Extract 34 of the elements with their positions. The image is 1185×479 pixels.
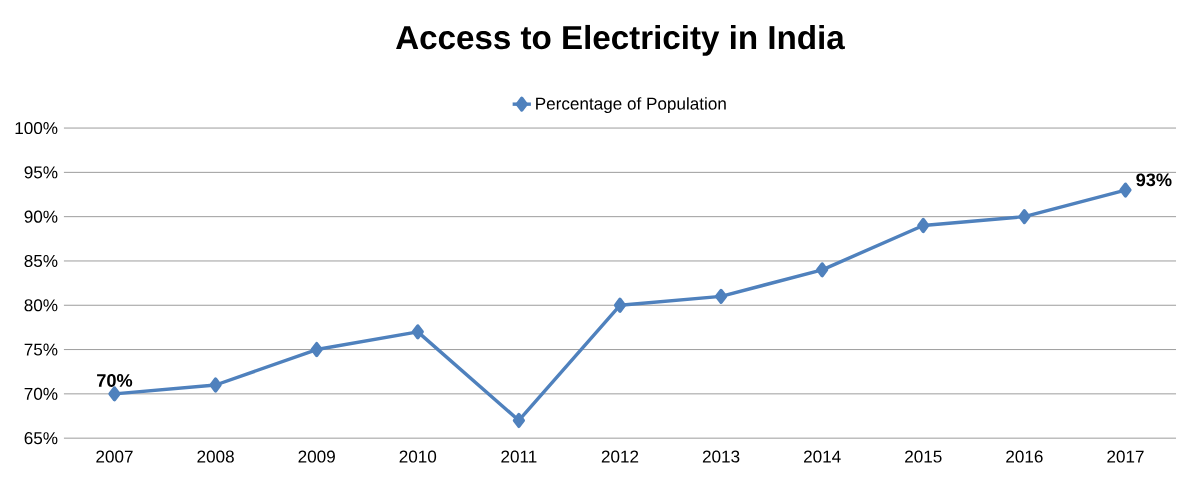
- y-tick-label: 70%: [24, 387, 58, 400]
- x-tick-label: 2014: [804, 450, 841, 463]
- point: [714, 288, 728, 304]
- x-tick-label: 2017: [1107, 450, 1144, 463]
- y-tick-label: 65%: [24, 432, 58, 445]
- y-tick-label: 90%: [24, 210, 58, 223]
- point: [1119, 182, 1132, 198]
- x-tick-label: 2012: [601, 450, 639, 463]
- point: [1018, 209, 1031, 225]
- x-tick-label: 2015: [905, 450, 942, 463]
- point: [209, 377, 222, 393]
- x-tick-label: 2008: [197, 450, 234, 463]
- point: [411, 324, 424, 340]
- y-tick-label: 95%: [24, 166, 58, 179]
- y-tick-label: 100%: [15, 122, 58, 135]
- x-tick-label: 2016: [1006, 450, 1043, 463]
- y-tick-label: 85%: [24, 254, 58, 268]
- x-tick-label: 2011: [501, 450, 537, 463]
- y-tick-label: 80%: [24, 299, 58, 312]
- legend-label: Percentage of Population: [536, 97, 726, 114]
- data-label: 70%: [97, 374, 133, 387]
- x-tick-label: 2007: [96, 450, 133, 463]
- point: [816, 262, 829, 278]
- point: [917, 217, 930, 234]
- data-label: 93%: [1136, 173, 1172, 187]
- point: [310, 341, 323, 358]
- x-tick-label: 2009: [298, 450, 335, 463]
- chart-title: Access to Electricity in India: [396, 24, 845, 56]
- point: [512, 412, 526, 429]
- point: [613, 297, 627, 313]
- x-tick-label: 2010: [399, 450, 437, 463]
- y-tick-label: 75%: [24, 343, 58, 356]
- point: [108, 386, 121, 402]
- x-tick-label: 2013: [702, 450, 740, 463]
